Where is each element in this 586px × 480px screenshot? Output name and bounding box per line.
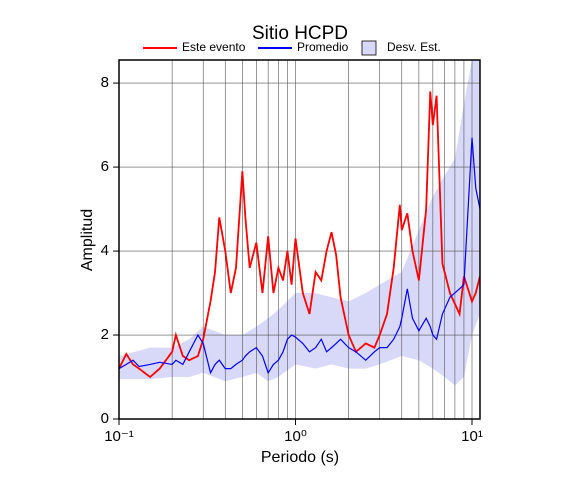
legend-label: Este evento (182, 40, 246, 54)
plot-frame (118, 59, 481, 420)
legend-swatch (361, 40, 377, 56)
legend-label: Promedio (297, 40, 349, 54)
y-axis-label: Amplitud (79, 209, 96, 271)
y-tick-label: 8 (101, 74, 109, 91)
chart-title: Sitio HCPD (252, 23, 348, 44)
x-axis-label: Periodo (s) (261, 449, 339, 466)
x-tick-label: 10⁻¹ (104, 428, 134, 445)
x-tick-label: 10¹ (461, 428, 483, 445)
y-tick-label: 0 (101, 410, 109, 427)
std-band (119, 60, 480, 386)
legend-label: Desv. Est. (387, 40, 441, 54)
series-line (119, 91, 480, 379)
y-tick-label: 6 (101, 158, 109, 175)
y-tick-label: 4 (101, 242, 109, 259)
series-line (119, 137, 480, 375)
x-tick-label: 10⁰ (284, 428, 307, 445)
band-layer (119, 60, 480, 386)
line-layer (119, 91, 480, 379)
y-tick-label: 2 (101, 326, 109, 343)
